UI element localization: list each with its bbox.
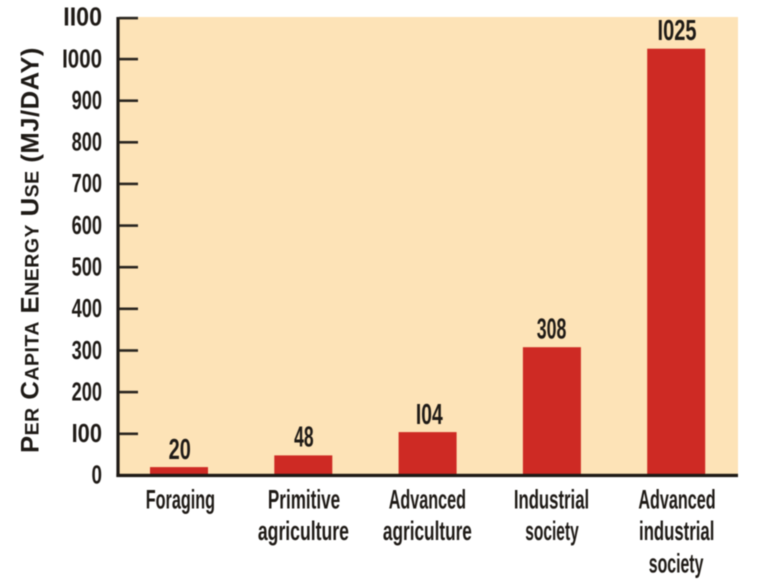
svg-text:I000: I000 [62,43,102,73]
svg-text:900: 900 [72,85,102,115]
svg-text:agriculture: agriculture [258,516,349,546]
svg-text:agriculture: agriculture [383,516,472,546]
svg-text:I00: I00 [72,418,102,448]
svg-text:500: 500 [72,252,102,282]
svg-text:society: society [649,548,704,578]
svg-text:society: society [525,516,579,546]
svg-text:Advanced: Advanced [389,484,466,514]
svg-text:0: 0 [92,460,103,490]
svg-text:200: 200 [72,376,102,406]
svg-text:20: 20 [169,434,191,466]
svg-text:I025: I025 [658,15,697,47]
svg-text:700: 700 [72,168,102,198]
svg-text:Industrial: Industrial [514,484,589,514]
svg-text:48: 48 [294,421,314,453]
svg-text:Foraging: Foraging [146,484,215,514]
svg-text:308: 308 [537,314,567,346]
svg-text:600: 600 [72,210,102,240]
svg-text:PER CAPITA ENERGY USE (MJ/DAY): PER CAPITA ENERGY USE (MJ/DAY) [17,47,45,453]
svg-text:I04: I04 [416,399,443,431]
svg-text:Advanced: Advanced [638,484,715,514]
svg-text:300: 300 [72,335,102,365]
svg-text:II00: II00 [63,2,102,32]
svg-text:800: 800 [72,127,102,157]
svg-text:Primitive: Primitive [268,484,340,514]
svg-text:industrial: industrial [639,516,714,546]
svg-text:400: 400 [72,293,102,323]
